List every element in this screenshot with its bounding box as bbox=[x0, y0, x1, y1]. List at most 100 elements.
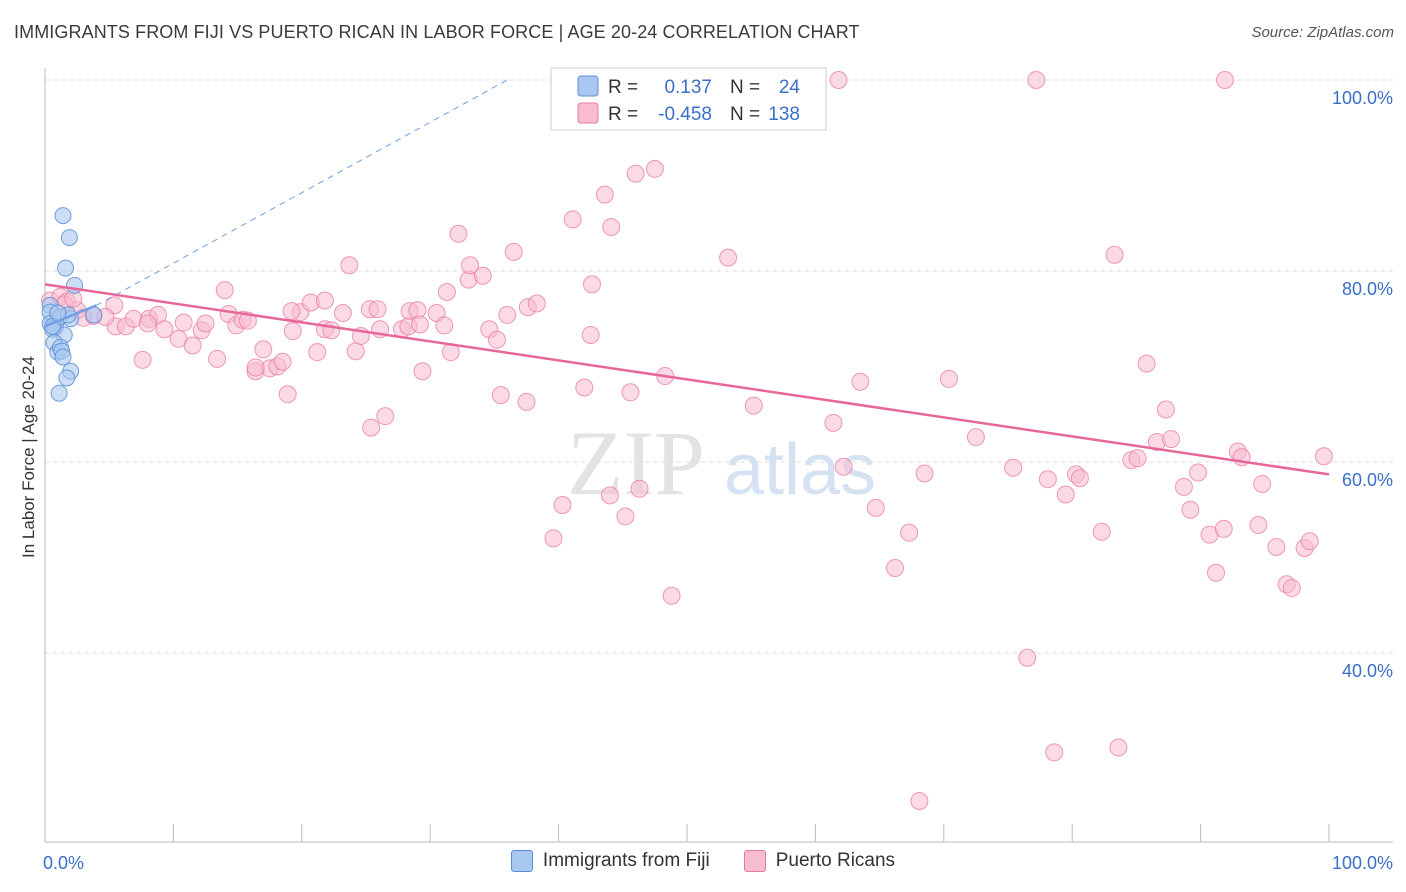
pr-point-44 bbox=[315, 291, 334, 310]
pr-point-23 bbox=[208, 349, 227, 368]
pr-point-74 bbox=[527, 294, 546, 313]
pr-point-80 bbox=[582, 275, 601, 294]
pr-point-108 bbox=[966, 428, 985, 447]
pr-trend-line bbox=[44, 283, 1330, 476]
legend-label-pr: Puerto Ricans bbox=[775, 850, 896, 871]
pr-point-24 bbox=[196, 314, 215, 333]
pr-point-128 bbox=[1189, 463, 1208, 482]
pr-point-121 bbox=[1128, 449, 1147, 468]
pr-point-107 bbox=[939, 369, 958, 388]
pr-point-52 bbox=[368, 300, 387, 319]
pr-point-78 bbox=[563, 210, 582, 229]
pr-point-33 bbox=[246, 358, 265, 377]
fiji-point-1 bbox=[60, 229, 78, 247]
pr-point-109 bbox=[1004, 458, 1023, 477]
fiji-trend-extension bbox=[96, 79, 508, 306]
pr-point-59 bbox=[410, 315, 429, 334]
y-tick-label-2: 80.0% bbox=[1342, 279, 1393, 299]
pr-point-83 bbox=[602, 218, 621, 237]
pr-point-87 bbox=[630, 479, 649, 498]
pr-point-66 bbox=[461, 256, 480, 275]
pr-point-139 bbox=[1282, 579, 1301, 598]
x-tick-label-0: 0.0% bbox=[43, 853, 84, 873]
legend-item-fiji[interactable]: Immigrants from Fiji bbox=[510, 850, 710, 872]
pr-point-98 bbox=[824, 413, 843, 432]
pr-point-65 bbox=[435, 316, 454, 335]
fiji-point-21 bbox=[50, 384, 68, 402]
pr-point-124 bbox=[1156, 400, 1175, 419]
pr-point-130 bbox=[1207, 563, 1226, 582]
pr-point-45 bbox=[333, 304, 352, 323]
legend-n-value-pr: 138 bbox=[768, 104, 800, 125]
pr-point-86 bbox=[621, 383, 640, 402]
legend-n-label-fiji: N = bbox=[730, 77, 760, 98]
pr-point-67 bbox=[473, 266, 492, 285]
y-tick-label-0: 40.0% bbox=[1342, 661, 1393, 681]
pr-point-91 bbox=[662, 586, 681, 605]
pr-point-30 bbox=[238, 311, 257, 330]
pr-point-17 bbox=[155, 320, 174, 339]
pr-point-114 bbox=[1056, 485, 1075, 504]
pr-point-111 bbox=[1027, 71, 1046, 89]
pr-point-32 bbox=[254, 340, 273, 359]
pr-point-63 bbox=[449, 224, 468, 243]
pr-point-125 bbox=[1162, 430, 1181, 449]
pr-point-135 bbox=[1249, 516, 1268, 535]
pr-point-104 bbox=[900, 523, 919, 542]
legend-item-pr[interactable]: Puerto Ricans bbox=[743, 850, 896, 872]
pr-point-21 bbox=[174, 313, 193, 332]
pr-point-53 bbox=[376, 407, 395, 426]
pr-point-40 bbox=[282, 302, 301, 321]
pr-point-101 bbox=[851, 372, 870, 391]
pr-point-113 bbox=[1045, 743, 1064, 762]
source-credit: Source: ZipAtlas.com bbox=[1251, 24, 1394, 41]
pr-point-22 bbox=[133, 350, 152, 369]
pr-point-119 bbox=[1109, 738, 1128, 757]
pr-point-110 bbox=[1018, 648, 1037, 667]
legend-bottom-swatch-pr bbox=[743, 850, 766, 872]
pr-point-72 bbox=[504, 242, 523, 261]
pr-point-118 bbox=[1105, 245, 1124, 264]
pr-point-61 bbox=[437, 283, 456, 302]
legend-bottom: Immigrants from Fiji Puerto Ricans bbox=[0, 850, 1406, 872]
pr-point-142 bbox=[1314, 447, 1333, 466]
watermark-zip: ZIP bbox=[567, 412, 705, 514]
legend-label-fiji: Immigrants from Fiji bbox=[542, 850, 710, 871]
pr-point-106 bbox=[915, 464, 934, 483]
legend-n-value-fiji: 24 bbox=[779, 77, 801, 98]
pr-point-100 bbox=[834, 457, 853, 476]
pr-point-47 bbox=[346, 342, 365, 361]
pr-point-116 bbox=[1070, 469, 1089, 488]
pr-point-16 bbox=[138, 314, 157, 333]
pr-point-85 bbox=[616, 507, 635, 526]
x-tick-label-1: 100.0% bbox=[1332, 853, 1393, 873]
legend-swatch-pr bbox=[577, 102, 599, 124]
pr-point-43 bbox=[322, 321, 341, 340]
pr-point-69 bbox=[487, 330, 506, 349]
pr-point-46 bbox=[340, 256, 359, 275]
pr-point-79 bbox=[575, 378, 594, 397]
pr-point-102 bbox=[866, 498, 885, 517]
legend-r-value-pr: -0.458 bbox=[658, 104, 712, 125]
fiji-point-18 bbox=[54, 348, 72, 366]
pr-point-71 bbox=[498, 305, 517, 324]
pr-point-95 bbox=[719, 248, 738, 267]
pr-point-89 bbox=[645, 159, 664, 178]
pr-point-137 bbox=[1267, 537, 1286, 556]
pr-point-122 bbox=[1137, 354, 1156, 373]
y-axis-label: In Labor Force | Age 20-24 bbox=[19, 356, 38, 558]
pr-point-131 bbox=[1214, 519, 1233, 538]
fiji-trend-line bbox=[44, 304, 97, 328]
legend-r-value-fiji: 0.137 bbox=[664, 77, 712, 98]
fiji-point-0 bbox=[54, 207, 72, 225]
legend-r-label-pr: R = bbox=[608, 104, 638, 125]
pr-point-77 bbox=[553, 495, 572, 514]
pr-point-117 bbox=[1092, 522, 1111, 541]
pr-point-82 bbox=[595, 185, 614, 204]
pr-point-81 bbox=[581, 325, 600, 344]
fiji-point-2 bbox=[57, 259, 75, 277]
legend-top: R = 0.137 N = 24 R = -0.458 N = 138 bbox=[550, 67, 827, 131]
pr-point-70 bbox=[491, 386, 510, 405]
pr-point-103 bbox=[886, 559, 905, 578]
